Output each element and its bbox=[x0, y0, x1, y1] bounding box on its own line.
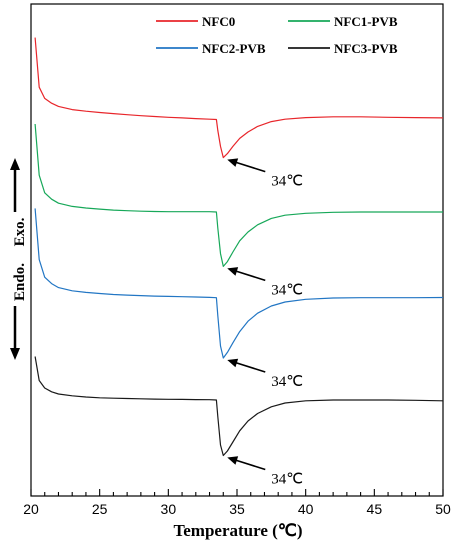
legend-item-nfc3-pvb: NFC3-PVB bbox=[288, 41, 398, 56]
annotation-arrow-shaft bbox=[235, 459, 266, 471]
annotation-arrow-head bbox=[227, 158, 239, 167]
x-axis-ticks bbox=[30, 489, 444, 496]
legend-label: NFC1-PVB bbox=[334, 14, 398, 29]
series-line-nfc2-pvb bbox=[34, 208, 444, 359]
x-tick-label: 30 bbox=[161, 501, 177, 517]
peak-annotation: 34℃ bbox=[227, 267, 303, 298]
x-axis-tick-labels: 20 25 30 35 40 45 50 bbox=[23, 501, 451, 517]
peak-annotation: 34℃ bbox=[227, 158, 303, 190]
series-line-nfc0 bbox=[34, 37, 444, 159]
series-layer bbox=[34, 37, 444, 457]
annotation-arrow-head bbox=[227, 456, 239, 465]
legend: NFC0 NFC1-PVB NFC2-PVB NFC3-PVB bbox=[156, 14, 398, 56]
legend-item-nfc2-pvb: NFC2-PVB bbox=[156, 41, 266, 56]
annotation-arrow-head bbox=[227, 358, 239, 368]
y-label-endo: Endo. bbox=[12, 263, 28, 301]
annotation-label: 34℃ bbox=[271, 374, 303, 390]
x-axis-title: Temperature (℃) bbox=[173, 521, 302, 540]
x-tick-label: 35 bbox=[229, 501, 245, 517]
series-line-nfc3-pvb bbox=[34, 356, 444, 457]
legend-label: NFC0 bbox=[202, 14, 235, 29]
x-tick-label: 50 bbox=[435, 501, 451, 517]
annotation-arrow-shaft bbox=[235, 161, 266, 173]
legend-item-nfc0: NFC0 bbox=[156, 14, 235, 29]
legend-item-nfc1-pvb: NFC1-PVB bbox=[288, 14, 398, 29]
x-tick-label: 45 bbox=[367, 501, 383, 517]
peak-annotation: 34℃ bbox=[227, 358, 303, 390]
y-label-exo: Exo. bbox=[12, 217, 28, 246]
exo-arrow-head bbox=[10, 158, 20, 170]
endo-arrow-head bbox=[10, 348, 20, 360]
annotation-arrow-head bbox=[227, 267, 239, 276]
annotation-label: 34℃ bbox=[271, 174, 303, 190]
x-tick-label: 40 bbox=[298, 501, 314, 517]
x-tick-label: 25 bbox=[92, 501, 108, 517]
legend-label: NFC2-PVB bbox=[202, 41, 266, 56]
annotation-label: 34℃ bbox=[271, 472, 303, 488]
annotation-arrow-shaft bbox=[235, 361, 266, 373]
annotation-label: 34℃ bbox=[271, 282, 303, 298]
series-line-nfc1-pvb bbox=[34, 123, 443, 267]
plot-frame bbox=[30, 3, 444, 497]
y-axis-direction-label: Endo. Exo. bbox=[10, 158, 28, 360]
annotation-arrow-shaft bbox=[235, 270, 266, 282]
legend-label: NFC3-PVB bbox=[334, 41, 398, 56]
peak-annotation: 34℃ bbox=[227, 456, 303, 488]
x-tick-label: 20 bbox=[23, 501, 39, 517]
annotation-layer: 34℃ 34℃ 34℃ 34℃ bbox=[227, 158, 303, 488]
